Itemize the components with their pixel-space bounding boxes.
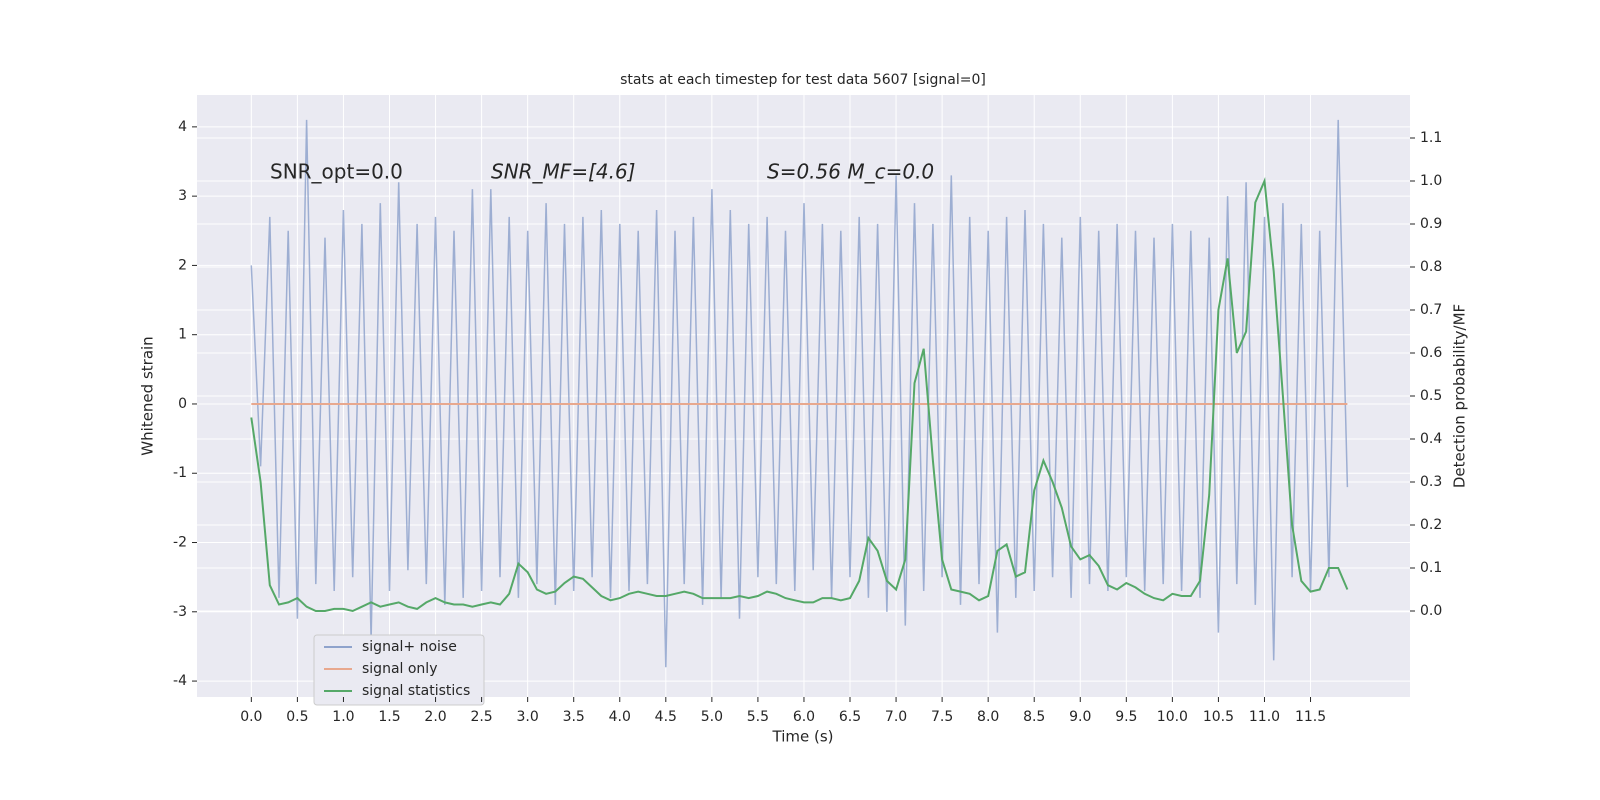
x-tick-label: 6.0 xyxy=(793,709,815,725)
y-tick-label: -2 xyxy=(173,535,187,551)
y2-tick-label: 1.1 xyxy=(1420,130,1442,146)
y2-tick-label: 0.1 xyxy=(1420,560,1442,576)
y2-tick-label: 0.0 xyxy=(1420,603,1442,619)
legend-label: signal statistics xyxy=(362,683,470,699)
y-tick-label: 4 xyxy=(178,119,187,135)
x-tick-label: 1.5 xyxy=(378,709,400,725)
x-tick-label: 0.5 xyxy=(286,709,308,725)
x-tick-label: 8.0 xyxy=(977,709,999,725)
x-tick-label: 2.0 xyxy=(424,709,446,725)
y2-tick-label: 1.0 xyxy=(1420,173,1442,189)
x-tick-label: 9.5 xyxy=(1115,709,1137,725)
x-tick-label: 7.5 xyxy=(931,709,953,725)
x-tick-label: 8.5 xyxy=(1023,709,1045,725)
x-tick-label: 2.5 xyxy=(470,709,492,725)
y-tick-label: 0 xyxy=(178,396,187,412)
y2-axis-label: Detection probability/MF xyxy=(1451,304,1469,488)
x-tick-label: 6.5 xyxy=(839,709,861,725)
y2-tick-label: 0.6 xyxy=(1420,345,1442,361)
y2-tick-label: 0.3 xyxy=(1420,474,1442,490)
y-tick-label: 3 xyxy=(178,188,187,204)
x-tick-label: 5.0 xyxy=(701,709,723,725)
x-tick-label: 9.0 xyxy=(1069,709,1091,725)
y2-tick-label: 0.7 xyxy=(1420,302,1442,318)
annotation: S=0.56 M_c=0.0 xyxy=(767,160,934,184)
x-tick-label: 0.0 xyxy=(240,709,262,725)
y-tick-label: 2 xyxy=(178,257,187,273)
legend-box xyxy=(313,634,485,706)
chart-title: stats at each timestep for test data 560… xyxy=(620,72,986,88)
x-tick-label: 10.0 xyxy=(1157,709,1188,725)
y2-tick-label: 0.8 xyxy=(1420,259,1442,275)
y-tick-label: 1 xyxy=(178,327,187,343)
legend-label: signal+ noise xyxy=(362,639,457,655)
x-tick-label: 4.0 xyxy=(609,709,631,725)
series-line xyxy=(250,177,1349,613)
x-tick-label: 4.5 xyxy=(655,709,677,725)
y2-tick-label: 0.2 xyxy=(1420,517,1442,533)
x-tick-label: 11.0 xyxy=(1249,709,1280,725)
x-tick-label: 7.0 xyxy=(885,709,907,725)
y2-tick-label: 0.9 xyxy=(1420,216,1442,232)
y-axis-label: Whitened strain xyxy=(139,336,157,455)
y-tick-label: -1 xyxy=(173,465,187,481)
x-tick-label: 1.0 xyxy=(332,709,354,725)
annotation: SNR_opt=0.0 xyxy=(270,160,403,184)
x-tick-label: 3.0 xyxy=(517,709,539,725)
y-tick-label: -3 xyxy=(173,604,187,620)
x-tick-label: 3.5 xyxy=(563,709,585,725)
series-line xyxy=(250,119,1349,668)
annotation: SNR_MF=[4.6] xyxy=(491,160,635,184)
x-tick-label: 5.5 xyxy=(747,709,769,725)
legend-label: signal only xyxy=(362,661,437,677)
x-tick-label: 11.5 xyxy=(1295,709,1326,725)
y2-tick-label: 0.4 xyxy=(1420,431,1442,447)
y-tick-label: -4 xyxy=(173,673,187,689)
y2-tick-label: 0.5 xyxy=(1420,388,1442,404)
x-tick-label: 10.5 xyxy=(1203,709,1234,725)
x-axis-label: Time (s) xyxy=(772,728,834,746)
